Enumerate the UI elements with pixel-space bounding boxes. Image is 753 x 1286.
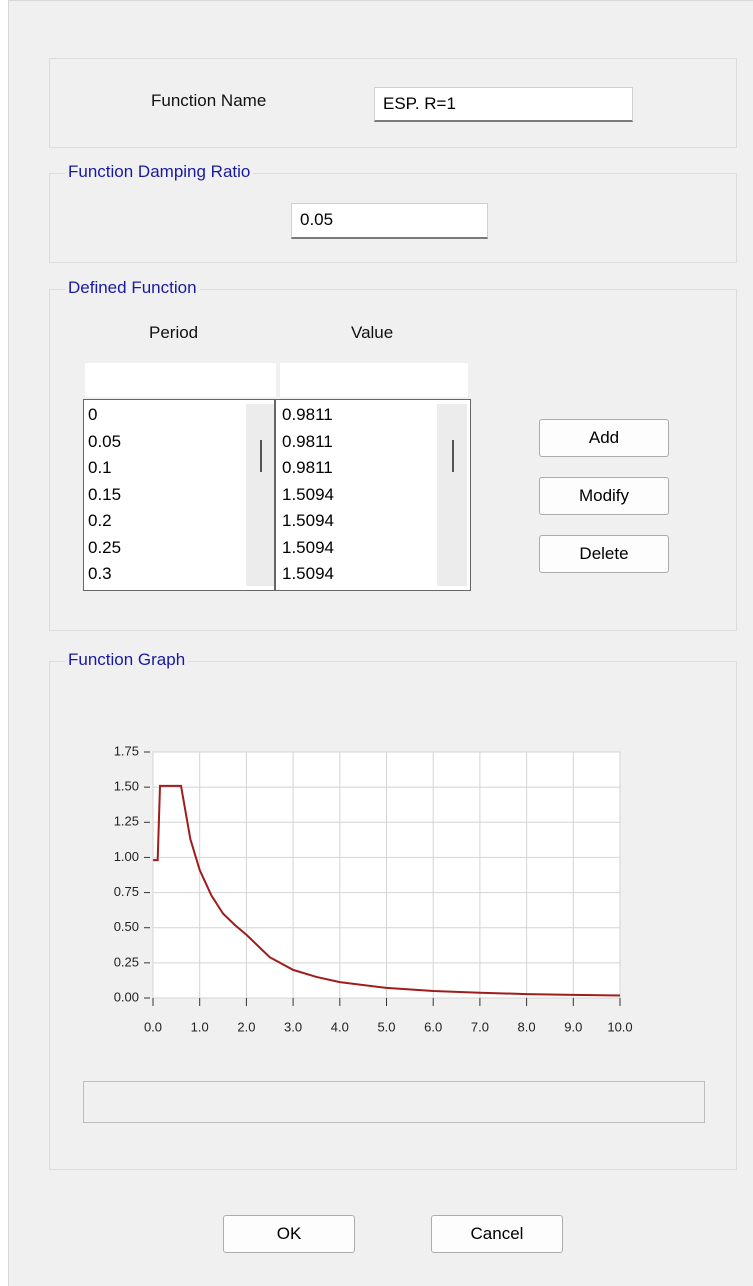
divider (274, 400, 276, 590)
label: Function Name (151, 91, 267, 110)
group-title: Defined Function (65, 278, 200, 298)
scrollbar[interactable] (437, 404, 467, 586)
list-item[interactable]: 0.3 (88, 564, 112, 583)
list-item[interactable]: 0.9811 (282, 458, 333, 477)
scroll-thumb[interactable] (260, 440, 262, 472)
name-group (49, 58, 737, 148)
dialog: Function Name ESP. R=1 Function Damping … (8, 0, 753, 1286)
x-tick-label: 3.0 (284, 1019, 302, 1034)
x-tick-label: 0.0 (144, 1019, 162, 1034)
y-tick-label: 1.50 (114, 779, 139, 794)
scrollbar[interactable] (246, 404, 274, 586)
list-item[interactable]: 0.15 (88, 484, 122, 504)
modify-button[interactable]: Modify (539, 477, 669, 515)
edit-box[interactable] (280, 363, 468, 397)
x-tick-label: 7.0 (471, 1019, 489, 1034)
list-item[interactable]: 0.25 (88, 537, 122, 557)
y-tick-label: 1.25 (114, 814, 139, 829)
column-header: Period (149, 323, 199, 342)
list-item[interactable]: 0.9811 (282, 431, 333, 451)
list-item[interactable]: 0 (88, 405, 98, 424)
x-tick-label: 9.0 (564, 1019, 582, 1034)
text-box[interactable]: ESP. R=1 (374, 87, 633, 122)
y-tick-label: 0.75 (114, 884, 139, 899)
group-title: Function Graph (65, 650, 189, 670)
x-tick-label: 2.0 (237, 1019, 255, 1034)
list-item[interactable]: 1.5094 (282, 484, 334, 504)
defined-function-group: Defined Function (49, 278, 737, 631)
column-header: Value (351, 323, 394, 342)
chart: 0.00 0.25 0.50 0.75 1.00 1.25 1.50 1.75 0.0 1.0 2.… (114, 743, 633, 1034)
status-box (83, 1081, 705, 1123)
list-item[interactable]: 0.9811 (282, 405, 333, 424)
scroll-thumb[interactable] (452, 440, 454, 472)
ok-button[interactable]: OK (223, 1215, 355, 1253)
x-tick-label: 8.0 (518, 1019, 536, 1034)
x-tick-label: 1.0 (191, 1019, 209, 1034)
y-tick-label: 1.75 (114, 743, 139, 758)
list-item[interactable]: 1.5094 (282, 537, 334, 557)
x-tick-label: 10.0 (607, 1019, 632, 1034)
y-tick-label: 1.00 (114, 849, 139, 864)
line (153, 784, 621, 997)
function-graph-group: Function Graph (49, 650, 737, 1170)
y-tick-label: 0.25 (114, 954, 139, 969)
x-tick-label: 4.0 (331, 1019, 349, 1034)
group-title: Function Damping Ratio (65, 162, 254, 182)
list-item[interactable]: 0.2 (88, 511, 112, 530)
delete-button[interactable]: Delete (539, 535, 669, 573)
list-item[interactable]: 1.5094 (282, 511, 334, 530)
y-tick-label: 0.00 (114, 989, 139, 1004)
x-tick-label: 5.0 (377, 1019, 395, 1034)
list-item[interactable]: 1.5094 (282, 564, 334, 583)
cancel-button[interactable]: Cancel (431, 1215, 563, 1253)
list-item[interactable]: 0.1 (88, 458, 112, 477)
add-button[interactable]: Add (539, 419, 669, 457)
x-tick-label: 6.0 (424, 1019, 442, 1034)
text-box[interactable]: 0.05 (291, 203, 488, 239)
damping-group: Function Damping Ratio (49, 162, 737, 263)
edit-box[interactable] (85, 363, 276, 397)
y-tick-label: 0.50 (114, 919, 139, 934)
list-box[interactable]: 0 0.9811 0.05 0.9811 0.1 0.9811 0.15 1.5094 0.2 1… (83, 399, 471, 591)
list-item[interactable]: 0.05 (88, 431, 122, 451)
